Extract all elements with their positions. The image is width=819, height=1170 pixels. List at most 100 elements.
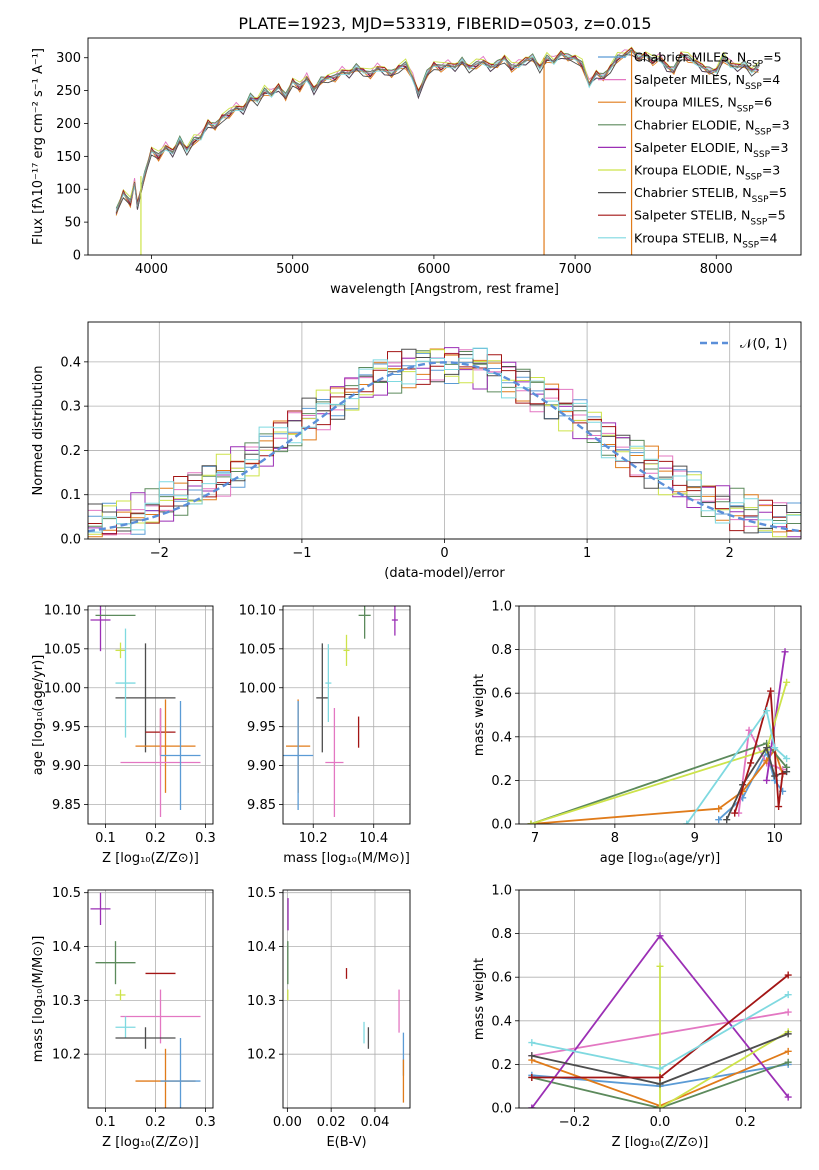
mass-vs-ebv-xtick-label: 0.02 [317,1115,346,1130]
spectrum-legend-label: Salpeter MILES, NSSP=4 [634,72,780,92]
weight-vs-Z-frame [518,889,802,1109]
spectrum-legend-label: Kroupa ELODIE, NSSP=3 [634,163,780,183]
residuals-ytick-label: 0.4 [60,355,81,370]
weight-vs-age-marker [683,820,691,824]
mass-vs-Z-ytick-label: 10.4 [52,940,81,955]
spectrum-legend-label: Salpeter ELODIE, NSSP=3 [634,140,788,160]
spectrum-xtick-label: 5000 [276,262,309,277]
weight-vs-age-frame [518,605,802,825]
weight-vs-Z-marker [656,932,664,940]
mass-vs-ebv-marks [287,898,405,1103]
weight-vs-age-marker [745,726,753,734]
weight-vs-Z-xtick-label: 0.0 [650,1115,671,1130]
spectrum-legend-label: Salpeter STELIB, NSSP=5 [634,208,786,228]
weight-vs-age-ytick-label: 0.8 [491,643,512,658]
weight-vs-age-ylabel: mass weight [472,674,487,756]
mass-vs-Z-marks [90,892,201,1108]
residuals-legend-label: 𝒩(0, 1) [740,337,787,352]
age-vs-Z-xlabel: Z [log₁₀(Z/Z⊙)] [102,851,199,866]
mass-vs-ebv-xtick-label: 0.00 [273,1115,302,1130]
weight-vs-age-ytick-label: 0.6 [491,687,512,702]
age-vs-Z-xtick-label: 0.2 [145,831,166,846]
residuals-marks [88,347,801,538]
spectrum-xtick-label: 7000 [559,262,592,277]
age-vs-mass-frame [282,605,411,825]
spectrum-legend-label: Chabrier STELIB, NSSP=5 [634,185,787,205]
spectrum-xlabel: wavelength [Angstrom, rest frame] [330,282,559,297]
age-vs-Z-xtick-label: 0.3 [195,831,216,846]
age-vs-mass-ytick-label: 9.90 [247,759,276,774]
age-vs-mass-xlabel: mass [log₁₀(M/M⊙)] [283,851,410,866]
weight-vs-Z-xlabel: Z [log₁₀(Z/Z⊙)] [612,1135,709,1150]
spectrum-ytick-label: 100 [56,183,81,198]
residuals-ytick-label: 0.1 [60,488,81,503]
weight-vs-Z-ytick-label: 0.0 [491,1102,512,1117]
mass-vs-Z-ytick-label: 10.5 [52,886,81,901]
weight-vs-age-xlabel: age [log₁₀(age/yr)] [600,851,721,866]
residuals-legend: 𝒩(0, 1) [700,337,787,352]
age-vs-Z-ytick-label: 10.10 [44,603,81,618]
residuals-xtick-label: −2 [150,546,169,561]
mass-vs-Z-xtick-label: 0.2 [145,1115,166,1130]
spectrum-legend-label: Chabrier ELODIE, NSSP=3 [634,117,790,137]
age-vs-Z-ytick-label: 9.90 [52,759,81,774]
age-vs-mass-xtick-label: 10.4 [359,831,388,846]
weight-vs-Z-marker [784,1058,792,1066]
mass-vs-Z-ytick-label: 10.3 [52,994,81,1009]
age-vs-Z-marks [90,606,201,817]
weight-vs-age-marker [771,744,779,752]
weight-vs-age-marker [783,678,791,686]
figure-title: PLATE=1923, MJD=53319, FIBERID=0503, z=0… [238,14,651,33]
age-vs-Z-ytick-label: 10.05 [44,642,81,657]
mass-vs-ebv-panel: 0.00 0.02 0.04 10.2 10.3 10.4 10.5 E(B-V) [247,886,411,1150]
mass-vs-ebv-ytick-label: 10.2 [247,1048,276,1063]
weight-vs-Z-series-line [659,966,789,1108]
residuals-ytick-label: 0.2 [60,444,81,459]
age-vs-mass-grid [283,606,410,824]
weight-vs-Z-marker [784,1030,792,1038]
age-vs-Z-grid [88,606,213,824]
weight-vs-Z-ytick-label: 0.4 [491,1014,512,1029]
age-vs-Z-ytick-label: 10.00 [44,681,81,696]
weight-vs-Z-marker [656,1080,664,1088]
age-vs-mass-marks [283,606,398,817]
weight-vs-Z-xtick-label: 0.2 [735,1115,756,1130]
weight-vs-age-ytick-label: 1.0 [491,600,512,615]
residuals-xtick-label: 2 [726,546,734,561]
spectrum-ytick-label: 300 [56,51,81,66]
age-vs-Z-panel: 0.1 0.2 0.3 9.85 9.90 9.95 10.00 10.05 10.10 Z [l… [31,603,216,866]
weight-vs-Z-marker [784,991,792,999]
spectrum-xtick-label: 8000 [700,262,733,277]
weight-vs-age-marker [775,803,783,811]
residuals-xtick-label: 0 [440,546,448,561]
weight-vs-Z-marker [784,971,792,979]
weight-vs-age-marker [781,648,789,656]
age-vs-mass-ytick-label: 9.95 [247,720,276,735]
weight-vs-age-marker [767,687,775,695]
weight-vs-Z-marker [528,1104,536,1108]
weight-vs-Z-ylabel: mass weight [472,958,487,1040]
weight-vs-Z-series-line [531,1061,789,1108]
spectrum-ytick-label: 0 [73,249,81,264]
spectrum-xtick-label: 4000 [135,262,168,277]
spectrum-panel: 4000 5000 6000 7000 8000 0 50 100 150 200 250 300 wa… [31,37,802,297]
weight-vs-Z-ytick-label: 0.2 [491,1058,512,1073]
age-vs-mass-ytick-label: 10.10 [239,603,276,618]
weight-vs-age-marker [715,805,723,813]
spectrum-legend-label: Chabrier MILES, NSSP=5 [634,50,782,70]
weight-vs-age-marks [527,648,791,824]
residuals-xtick-label: −1 [292,546,311,561]
weight-vs-age-marker [763,744,771,752]
residuals-histogram-step [88,347,801,533]
mass-vs-Z-frame [87,889,214,1109]
age-vs-Z-ytick-label: 9.85 [52,798,81,813]
residuals-ylabel: Normed distribution [31,366,46,496]
weight-vs-Z-marker [784,1093,792,1101]
mass-vs-ebv-frame [282,889,411,1109]
weight-vs-age-marker [779,770,787,778]
weight-vs-Z-marker [528,1073,536,1081]
weight-vs-age-ytick-label: 0.0 [491,818,512,833]
spectrum-legend-label: Kroupa STELIB, NSSP=4 [634,230,778,250]
